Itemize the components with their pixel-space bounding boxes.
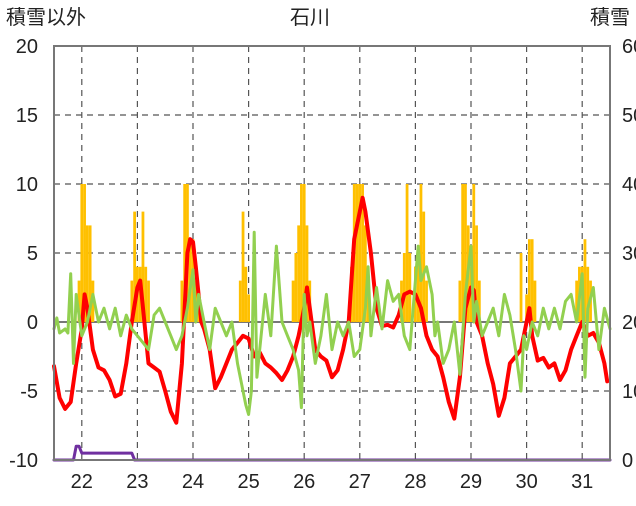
grid <box>54 46 610 460</box>
bar <box>83 184 86 322</box>
y-left-tick-label: -10 <box>9 450 38 472</box>
bar <box>355 184 359 322</box>
x-ticks: 22 23 24 25 26 27 28 29 30 31 <box>71 471 594 493</box>
bar <box>416 253 420 322</box>
y-right-tick-label: 30 <box>622 243 636 265</box>
bar <box>305 225 309 322</box>
bar <box>130 280 134 322</box>
plot-frame <box>53 45 611 461</box>
line-series-2 <box>52 230 612 416</box>
bar <box>475 225 478 322</box>
bar <box>247 294 250 322</box>
bar <box>402 253 406 322</box>
bar <box>583 239 587 322</box>
bar <box>533 280 537 322</box>
y-left-tick-label: 10 <box>16 174 38 196</box>
x-tick-label: 24 <box>182 471 204 493</box>
y-right-tick-label: 0 <box>622 450 633 472</box>
y-left-label: 積雪以外 <box>6 6 86 29</box>
bar <box>527 239 531 322</box>
bar <box>77 280 81 322</box>
bar <box>422 211 426 322</box>
bar <box>461 184 465 322</box>
bar <box>458 280 462 322</box>
bar <box>477 280 481 322</box>
bar <box>241 211 245 322</box>
bar <box>80 184 84 322</box>
bar <box>405 184 409 322</box>
bar <box>586 266 590 322</box>
bar <box>85 225 89 322</box>
bar <box>300 184 303 322</box>
x-tick-label: 27 <box>349 471 371 493</box>
bar <box>244 266 248 322</box>
y-left-tick-label: 5 <box>27 243 38 265</box>
bar <box>525 294 528 322</box>
bar <box>238 280 242 322</box>
x-tick-label: 31 <box>571 471 593 493</box>
y-right-ticks: 0 10 20 30 40 50 60 <box>622 36 636 472</box>
bar <box>464 184 467 322</box>
bar <box>363 225 367 322</box>
y-left-tick-label: 0 <box>27 312 38 334</box>
x-tick-label: 25 <box>237 471 259 493</box>
x-tick-label: 28 <box>404 471 426 493</box>
y-right-tick-label: 40 <box>622 174 636 196</box>
bar <box>425 280 428 322</box>
bar <box>294 253 298 322</box>
bar <box>472 184 476 322</box>
y-left-tick-label: 20 <box>16 36 38 58</box>
x-tick-label: 29 <box>460 471 482 493</box>
y-right-tick-label: 10 <box>622 381 636 403</box>
bar <box>88 225 92 322</box>
bar <box>133 211 137 322</box>
y-right-tick-label: 60 <box>622 36 636 58</box>
bar <box>519 253 523 322</box>
bar <box>147 280 150 322</box>
x-tick-label: 26 <box>293 471 315 493</box>
bar <box>291 280 295 322</box>
line-series-group <box>52 195 612 462</box>
bar <box>183 184 187 322</box>
bar <box>575 280 579 322</box>
bar <box>408 253 412 322</box>
x-tick-label: 30 <box>515 471 537 493</box>
bar <box>419 184 423 322</box>
bar <box>141 211 145 322</box>
y-left-ticks: -10 -5 0 5 10 15 20 <box>9 36 38 472</box>
y-left-tick-label: -5 <box>20 381 38 403</box>
bar <box>361 184 364 322</box>
y-left-tick-label: 15 <box>16 105 38 127</box>
bar <box>302 184 306 322</box>
bar <box>180 280 184 322</box>
y-right-tick-label: 50 <box>622 105 636 127</box>
y-right-label: 積雪 <box>590 6 630 29</box>
bar <box>144 266 148 322</box>
line-series-3 <box>52 444 612 462</box>
bar <box>358 184 362 322</box>
bar <box>297 225 301 322</box>
y-right-tick-label: 20 <box>622 312 636 334</box>
bar <box>530 239 534 322</box>
x-tick-label: 22 <box>71 471 93 493</box>
chart-title: 石川 <box>290 7 330 29</box>
x-tick-label: 23 <box>126 471 148 493</box>
